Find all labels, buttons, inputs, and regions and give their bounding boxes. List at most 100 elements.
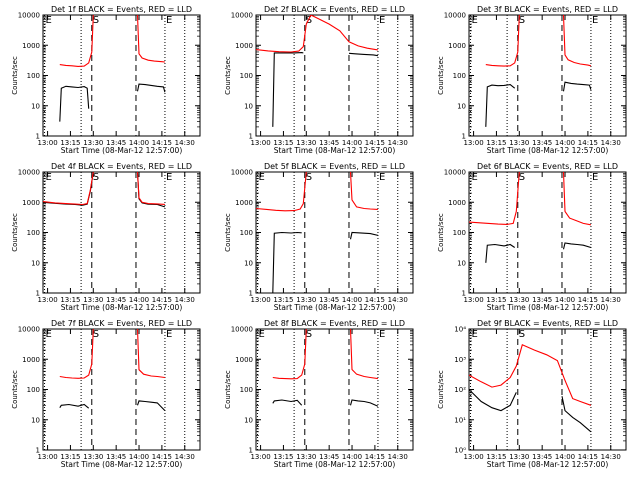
- y-tick-label: 1: [462, 133, 466, 141]
- x-tick-label: 13:45: [319, 139, 339, 147]
- series-line-lld: [256, 172, 307, 212]
- x-axis-label: Start Time (08-Mar-12 12:57:00): [274, 460, 396, 469]
- series-line-events: [272, 399, 303, 406]
- x-tick-label: 14:00: [129, 296, 149, 304]
- y-tick-label: 10³: [454, 356, 466, 364]
- y-tick-label: 1000: [22, 199, 40, 207]
- time-marker-label: E: [472, 15, 478, 26]
- panel-title: Det 3f BLACK = Events, RED = LLD: [477, 5, 618, 14]
- x-tick-label: 14:15: [578, 453, 598, 461]
- y-tick-label: 10000: [18, 12, 40, 20]
- y-tick-label: 10: [31, 416, 40, 424]
- y-axis-label: Counts/sec: [437, 213, 445, 252]
- y-tick-label: 1: [36, 133, 40, 141]
- time-marker-label: S: [519, 172, 525, 183]
- x-axis-label: Start Time (08-Mar-12 12:57:00): [487, 146, 609, 155]
- x-tick-label: 14:15: [365, 453, 385, 461]
- series-line-events: [349, 399, 379, 407]
- y-tick-label: 10: [244, 102, 253, 110]
- series-line-events: [136, 400, 166, 411]
- series-group: [272, 329, 379, 407]
- y-tick-label: 10000: [18, 326, 40, 334]
- x-tick-label: 13:15: [60, 296, 80, 304]
- plot-frame: [42, 14, 201, 137]
- x-tick-label: 13:00: [37, 453, 57, 461]
- x-tick-label: 13:45: [532, 296, 552, 304]
- y-tick-label: 1000: [22, 356, 40, 364]
- x-tick-label: 13:15: [60, 139, 80, 147]
- time-marker-label: E: [379, 172, 385, 183]
- x-tick-label: 13:30: [296, 139, 316, 147]
- time-marker-label: E: [46, 15, 52, 26]
- x-tick-label: 13:15: [60, 453, 80, 461]
- x-tick-label: 13:45: [106, 139, 126, 147]
- series-line-events: [59, 85, 90, 122]
- time-marker-label: E: [46, 172, 52, 183]
- panel-title: Det 2f BLACK = Events, RED = LLD: [264, 5, 405, 14]
- series-line-events: [59, 403, 90, 409]
- x-tick-label: 14:30: [175, 296, 195, 304]
- x-tick-label: 13:30: [296, 296, 316, 304]
- x-tick-label: 14:15: [578, 296, 598, 304]
- y-axis-label: Counts/sec: [224, 370, 232, 409]
- plot-frame: [255, 328, 414, 451]
- x-tick-label: 13:30: [509, 453, 529, 461]
- x-tick-label: 13:30: [83, 453, 103, 461]
- panel-title: Det 1f BLACK = Events, RED = LLD: [51, 5, 192, 14]
- plot-frame: [468, 328, 627, 451]
- x-tick-label: 13:45: [319, 296, 339, 304]
- y-tick-label: 1000: [22, 42, 40, 50]
- x-tick-label: 14:15: [152, 139, 172, 147]
- x-tick-label: 13:00: [250, 296, 270, 304]
- y-tick-label: 10000: [444, 12, 466, 20]
- x-tick-label: 14:30: [388, 296, 408, 304]
- y-axis-label: Counts/sec: [11, 213, 19, 252]
- x-tick-label: 13:15: [486, 296, 506, 304]
- x-tick-label: 13:45: [532, 139, 552, 147]
- y-tick-label: 10000: [231, 12, 253, 20]
- time-marker-label: E: [592, 172, 598, 183]
- time-marker-label: S: [519, 329, 525, 340]
- time-marker-label: E: [379, 329, 385, 340]
- panel-9: Det 9f BLACK = Events, RED = LLD 13:00 13:…: [437, 319, 627, 469]
- y-axis-label: Counts/sec: [11, 56, 19, 95]
- x-axis-label: Start Time (08-Mar-12 12:57:00): [61, 146, 183, 155]
- panel-title: Det 9f BLACK = Events, RED = LLD: [477, 319, 618, 328]
- series-line-lld: [469, 172, 520, 225]
- y-tick-label: 10⁴: [454, 326, 466, 334]
- series-line-events: [272, 231, 302, 293]
- x-tick-label: 14:30: [601, 453, 621, 461]
- y-tick-label: 100: [27, 229, 40, 237]
- y-tick-label: 1: [249, 133, 253, 141]
- y-tick-label: 1: [462, 290, 466, 298]
- time-marker-label: E: [166, 15, 172, 26]
- series-line-lld: [562, 172, 591, 226]
- series-line-lld: [562, 15, 592, 67]
- time-marker-label: S: [519, 15, 525, 26]
- series-line-events: [485, 243, 516, 263]
- y-tick-label: 100: [240, 386, 253, 394]
- x-tick-label: 14:00: [342, 296, 362, 304]
- x-tick-label: 13:00: [250, 453, 270, 461]
- x-tick-label: 14:30: [601, 296, 621, 304]
- y-tick-label: 1000: [235, 356, 253, 364]
- time-marker-label: E: [472, 172, 478, 183]
- x-tick-label: 13:30: [509, 139, 529, 147]
- x-tick-label: 13:00: [463, 453, 483, 461]
- series-line-events: [349, 231, 379, 240]
- x-tick-label: 13:00: [463, 139, 483, 147]
- y-tick-label: 10000: [231, 326, 253, 334]
- y-tick-label: 10: [31, 259, 40, 267]
- time-marker-label: S: [306, 172, 312, 183]
- x-tick-label: 14:30: [388, 453, 408, 461]
- series-group: [469, 344, 592, 433]
- time-marker-label: E: [379, 15, 385, 26]
- x-tick-label: 13:45: [106, 296, 126, 304]
- y-tick-label: 100: [453, 229, 466, 237]
- y-axis-label: Counts/sec: [437, 370, 445, 409]
- time-marker-label: E: [46, 329, 52, 340]
- y-tick-label: 10000: [18, 169, 40, 177]
- y-tick-label: 10: [457, 102, 466, 110]
- y-tick-label: 1000: [235, 199, 253, 207]
